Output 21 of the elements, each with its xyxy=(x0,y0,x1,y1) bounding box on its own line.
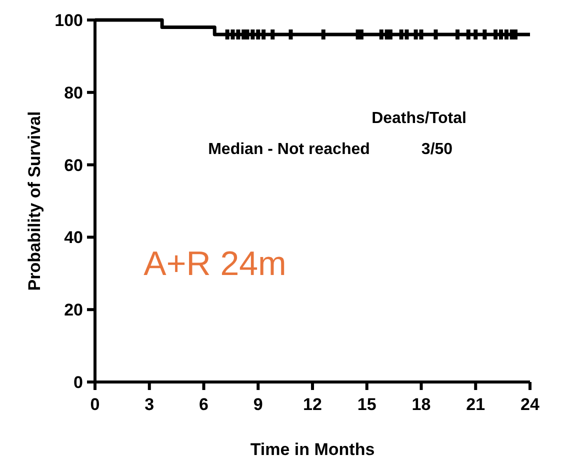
x-tick-label: 6 xyxy=(199,395,208,414)
x-tick-label: 18 xyxy=(412,395,431,414)
y-tick-label: 80 xyxy=(64,83,83,102)
y-tick-label: 0 xyxy=(74,373,83,392)
x-tick-label: 0 xyxy=(90,395,100,414)
x-tick-label: 3 xyxy=(144,395,154,414)
annotation: 3/50 xyxy=(421,141,453,158)
y-axis-title: Probability of Survival xyxy=(25,111,44,291)
x-tick-label: 15 xyxy=(357,395,376,414)
x-axis-title: Time in Months xyxy=(250,440,375,459)
y-tick-label: 20 xyxy=(64,300,83,320)
x-tick-label: 9 xyxy=(253,395,263,414)
y-tick-label: 60 xyxy=(64,156,83,175)
annotation: Deaths/Total xyxy=(372,110,466,127)
x-tick-label: 24 xyxy=(520,395,540,414)
annotation: Median - Not reached xyxy=(208,141,370,158)
annotation: A+R 24m xyxy=(144,245,286,283)
x-tick-label: 12 xyxy=(303,395,322,414)
y-tick-label: 100 xyxy=(54,11,83,30)
y-tick-label: 40 xyxy=(64,228,83,248)
x-tick-label: 21 xyxy=(466,395,486,414)
